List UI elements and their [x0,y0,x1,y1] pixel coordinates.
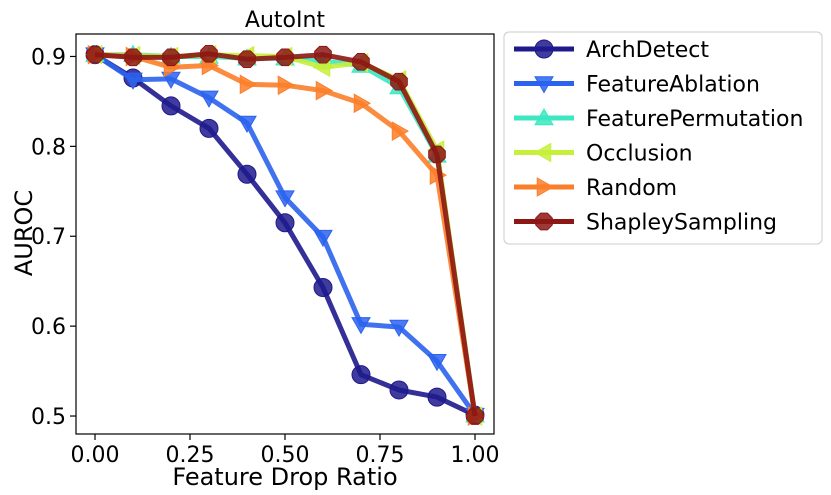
legend-item: ShapleySampling [514,211,777,236]
data-point [314,45,332,64]
series-line [94,52,478,417]
series-ArchDetect [85,45,485,425]
data-point [390,72,408,91]
y-axis-label: AUROC [10,190,38,276]
legend-item: FeatureAblation [514,73,760,98]
data-point [389,319,409,338]
legend-label: FeaturePermutation [586,107,803,132]
data-point [237,115,257,133]
series-ShapleySampling [86,44,484,425]
data-point [200,44,218,63]
legend-swatch-marker [534,76,554,94]
data-point [276,48,294,67]
data-point [277,75,296,96]
plot-area [84,44,486,426]
y-tick-label: 0.5 [31,405,66,430]
data-point [275,213,295,233]
data-point [162,48,180,67]
data-point [239,74,258,95]
series-Occlusion [84,44,483,426]
data-point [466,407,484,425]
chart-title: AutoInt [245,8,326,33]
legend-label: Random [586,176,677,201]
data-point [313,229,333,248]
legend-label: Occlusion [586,142,693,167]
x-tick-label: 0.25 [166,443,215,468]
data-point [199,118,219,138]
legend-swatch-marker [533,142,552,163]
legend-label: ArchDetect [586,38,709,63]
legend-item: Random [514,176,677,201]
data-point [389,380,409,400]
series-line [94,51,478,417]
data-point [391,121,410,141]
series-Random [87,44,486,426]
legend-label: ShapleySampling [586,211,777,236]
data-point [351,317,371,335]
series-line [94,52,478,417]
data-point [351,365,371,385]
x-tick-label: 0.00 [71,443,120,468]
data-point [353,93,372,114]
x-tick-label: 0.50 [261,443,310,468]
legend-swatch-marker [535,212,553,231]
series-line [95,52,478,416]
legend-frame [503,31,823,245]
data-point [238,50,256,68]
legend-swatch-marker [534,107,554,126]
data-point [199,90,219,108]
y-tick-label: 0.6 [31,315,66,340]
data-point [428,145,446,164]
y-tick-label: 0.7 [31,225,66,250]
legend: ArchDetect FeatureAblation FeaturePermutat… [503,31,823,245]
data-point [123,72,143,90]
data-point [275,190,295,208]
series-FeatureAblation [85,47,485,426]
legend-item: ArchDetect [514,38,709,63]
plot-frame [75,33,495,435]
data-point [124,48,142,67]
x-tick-label: 1.00 [451,443,500,468]
y-tick-label: 0.8 [31,135,66,160]
legend-item: FeaturePermutation [514,107,803,132]
legend-swatch-marker [534,39,554,59]
x-tick-label: 0.75 [356,443,405,468]
data-point [427,353,447,372]
series-line [93,52,478,417]
data-point [313,277,333,297]
legend-swatch-marker [536,177,555,197]
series-FeaturePermutation [85,44,485,423]
data-point [427,387,447,407]
series-line [93,52,477,418]
data-point [352,53,370,71]
data-point [315,80,334,101]
data-point [161,96,181,116]
data-point [86,45,104,64]
data-point [237,164,257,184]
x-axis-label: Feature Drop Ratio [172,463,397,491]
axes: 0.00 0.25 0.50 0.75 1.00 0.5 0.6 0.7 0.8 0.9 [31,45,499,468]
y-tick-label: 0.9 [31,45,66,70]
legend-label: FeatureAblation [586,73,760,98]
legend-item: Occlusion [514,142,693,167]
